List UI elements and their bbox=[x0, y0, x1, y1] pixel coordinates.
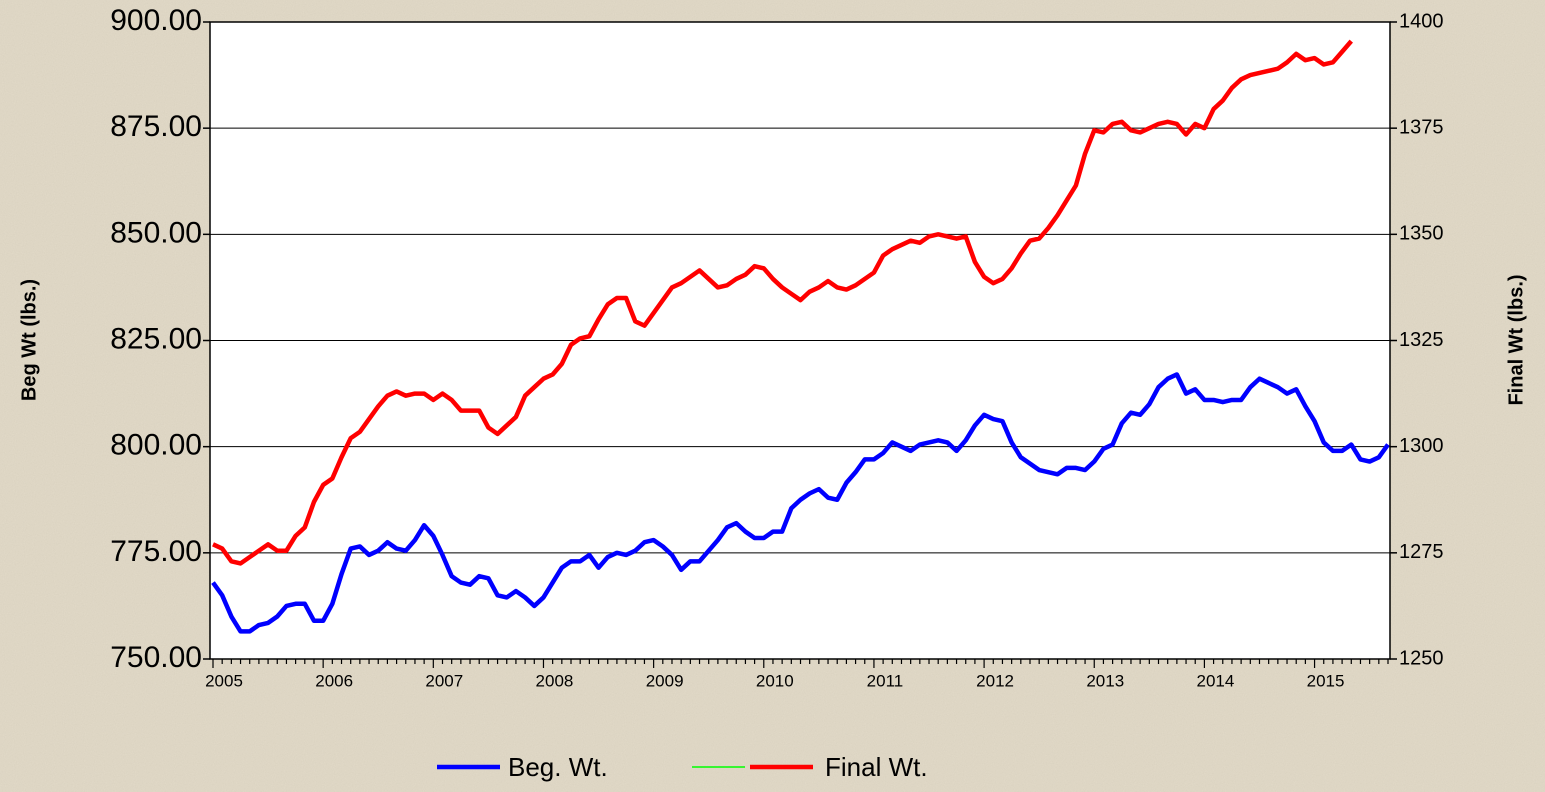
x-tick-label: 2011 bbox=[867, 671, 904, 690]
y-tick-label: 875.00 bbox=[110, 110, 202, 143]
y-tick-label: 800.00 bbox=[110, 429, 202, 462]
y2-tick-label: 1325 bbox=[1399, 329, 1444, 351]
y-tick-label: 775.00 bbox=[110, 535, 202, 568]
x-tick-label: 2012 bbox=[976, 671, 1014, 690]
x-tick-label: 2005 bbox=[205, 671, 243, 690]
legend-label: Beg. Wt. bbox=[508, 752, 608, 782]
legend-label: Final Wt. bbox=[825, 752, 928, 782]
y2-axis-label: Final Wt (lbs.) bbox=[1505, 274, 1527, 405]
y-axis-label: Beg Wt (lbs.) bbox=[18, 279, 40, 401]
x-tick-label: 2013 bbox=[1086, 671, 1124, 690]
x-tick-label: 2010 bbox=[756, 671, 794, 690]
y-tick-label: 750.00 bbox=[110, 641, 202, 674]
data-line bbox=[212, 39, 1353, 566]
x-tick-label: 2007 bbox=[425, 671, 463, 690]
x-tick-label: 2015 bbox=[1307, 671, 1345, 690]
y-tick-label: 825.00 bbox=[110, 322, 202, 355]
y2-tick-label: 1300 bbox=[1399, 435, 1444, 457]
y2-tick-label: 1250 bbox=[1399, 647, 1444, 669]
y2-tick-label: 1400 bbox=[1399, 10, 1444, 32]
x-tick-label: 2014 bbox=[1196, 671, 1234, 690]
y2-tick-label: 1375 bbox=[1399, 116, 1444, 138]
x-tick-label: 2006 bbox=[315, 671, 353, 690]
y-tick-label: 900.00 bbox=[110, 4, 202, 37]
y-tick-label: 850.00 bbox=[110, 216, 202, 249]
x-tick-label: 2009 bbox=[646, 671, 684, 690]
y2-tick-label: 1350 bbox=[1399, 223, 1444, 245]
x-tick-label: 2008 bbox=[536, 671, 574, 690]
y2-tick-label: 1275 bbox=[1399, 541, 1444, 563]
data-line bbox=[211, 372, 1390, 634]
